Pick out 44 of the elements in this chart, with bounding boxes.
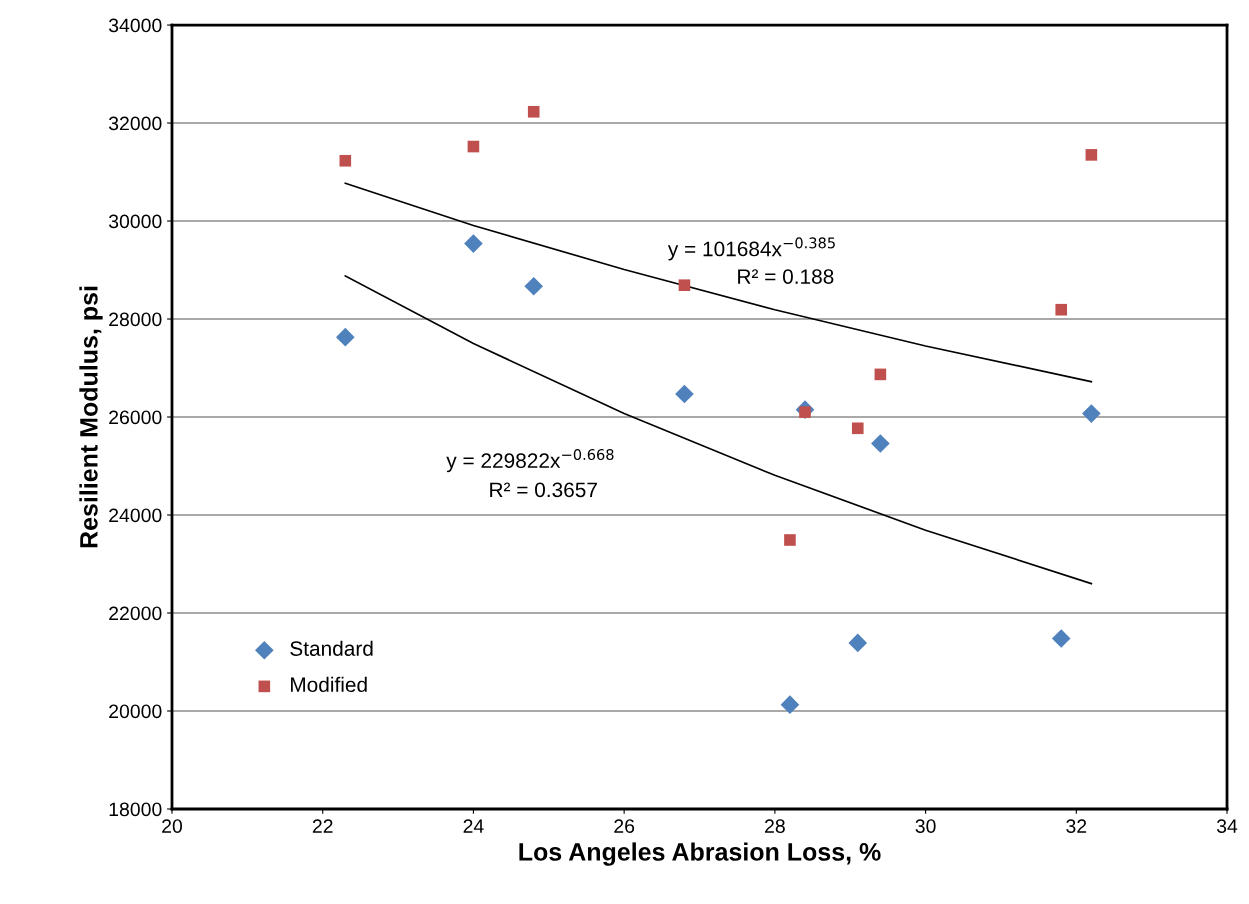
- point: [871, 434, 890, 453]
- y-tick-label: 28000: [109, 312, 162, 327]
- point: [1051, 629, 1071, 648]
- y-tick-label: 32000: [108, 116, 162, 131]
- line-series: [344, 182, 1093, 383]
- x-tick-label: 34: [1216, 819, 1238, 833]
- point: [874, 368, 887, 381]
- y-tick-label: 30000: [108, 214, 162, 229]
- point: [467, 140, 480, 153]
- legend-label: Standard: [290, 640, 373, 656]
- point: [851, 422, 864, 435]
- y-tick-label: 22000: [109, 606, 162, 621]
- y-tick-label: 34000: [108, 18, 162, 33]
- y-axis-title: Resilient Modulus, psi: [79, 286, 103, 548]
- point: [1055, 303, 1068, 316]
- y-tick-label: 20000: [109, 704, 162, 719]
- point: [675, 384, 694, 404]
- point: [339, 154, 352, 167]
- point: [678, 279, 691, 292]
- x-tick-label: 24: [463, 819, 484, 833]
- y-tick-label: 18000: [109, 802, 162, 817]
- x-tick-label: 26: [614, 819, 635, 833]
- x-tick-label: 28: [765, 819, 785, 833]
- y-tick-label: 24000: [109, 508, 162, 523]
- point: [527, 105, 540, 118]
- point: [524, 276, 544, 296]
- annotation: y = 101684x$^{−0.385}$: [667, 237, 835, 261]
- point: [780, 695, 800, 714]
- point: [1082, 404, 1101, 423]
- x-tick-label: 32: [1066, 819, 1087, 833]
- annotation: R² = 0.188: [738, 269, 834, 284]
- x-tick-label: 20: [162, 819, 183, 833]
- x-axis-title: Los Angeles Abrasion Loss, %: [519, 842, 881, 866]
- annotation: R² = 0.3657: [490, 482, 597, 498]
- point: [336, 327, 355, 347]
- legend-label: Modified: [291, 676, 367, 693]
- x-tick-label: 30: [915, 819, 936, 833]
- point: [784, 534, 796, 546]
- point: [848, 633, 868, 653]
- annotation: y = 229822x$^{−0.668}$: [446, 449, 614, 473]
- y-tick-label: 26000: [109, 410, 162, 425]
- x-tick-label: 22: [312, 819, 333, 833]
- point: [464, 234, 483, 253]
- point: [1085, 149, 1098, 161]
